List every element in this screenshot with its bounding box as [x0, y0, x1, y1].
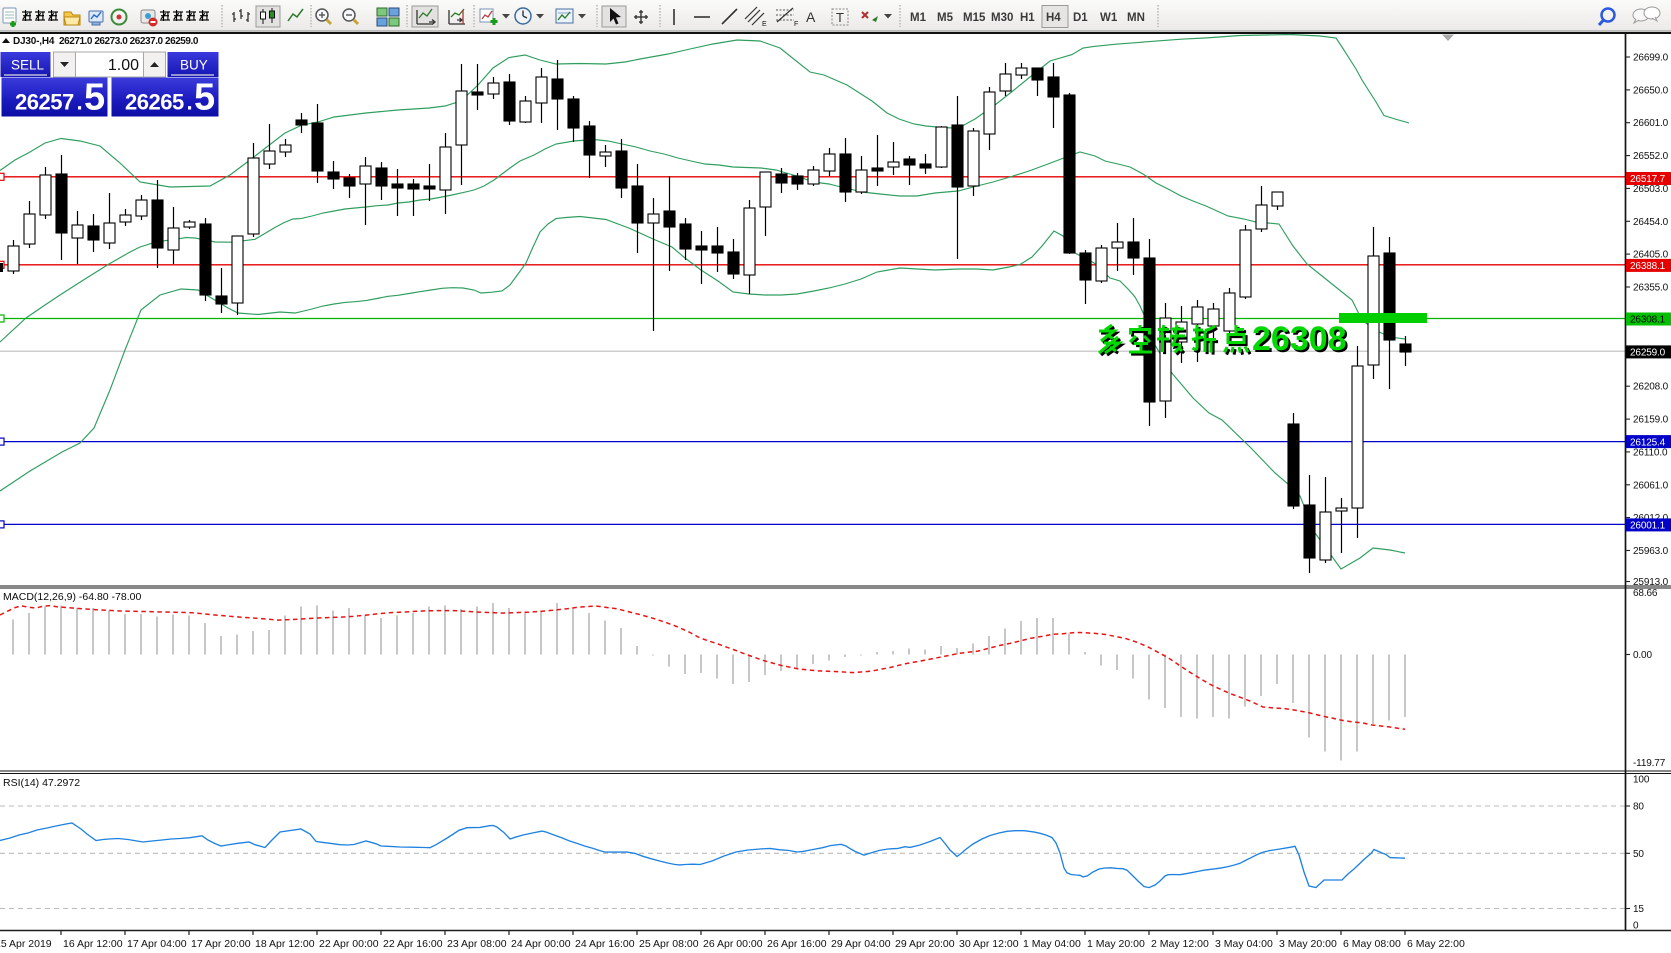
svg-text:1 May 04:00: 1 May 04:00 [1023, 938, 1081, 950]
svg-text:50: 50 [1633, 849, 1644, 860]
svg-text:100: 100 [1633, 775, 1650, 786]
svg-text:5: 5 [84, 77, 105, 119]
svg-text:RSI(14) 47.2972: RSI(14) 47.2972 [3, 777, 80, 789]
svg-text:26061.0: 26061.0 [1633, 480, 1669, 491]
svg-text:DJ30-,H4: DJ30-,H4 [13, 36, 55, 47]
svg-text:.: . [187, 90, 193, 115]
svg-text:26650.0: 26650.0 [1633, 85, 1669, 96]
svg-text:26 Apr 16:00: 26 Apr 16:00 [767, 938, 827, 950]
svg-text:5: 5 [194, 77, 215, 119]
svg-text:26271.0 26273.0 26237.0 26259.: 26271.0 26273.0 26237.0 26259.0 [59, 36, 199, 47]
svg-text:26159.0: 26159.0 [1633, 415, 1669, 426]
svg-text:15: 15 [1633, 904, 1644, 915]
svg-text:1 May 20:00: 1 May 20:00 [1087, 938, 1145, 950]
svg-text:17 Apr 20:00: 17 Apr 20:00 [191, 938, 251, 950]
svg-text:22 Apr 00:00: 22 Apr 00:00 [319, 938, 379, 950]
svg-text:MN: MN [1127, 12, 1145, 24]
svg-text:26454.0: 26454.0 [1633, 217, 1669, 228]
svg-text:26265: 26265 [125, 90, 184, 115]
svg-text:26308: 26308 [1254, 322, 1349, 360]
svg-text:23 Apr 08:00: 23 Apr 08:00 [447, 938, 507, 950]
svg-text:18 Apr 12:00: 18 Apr 12:00 [255, 938, 315, 950]
svg-text:M30: M30 [991, 12, 1013, 24]
svg-text:26552.0: 26552.0 [1633, 151, 1669, 162]
svg-text:M1: M1 [910, 12, 927, 24]
svg-text:15 Apr 2019: 15 Apr 2019 [0, 938, 52, 950]
svg-text:BUY: BUY [180, 58, 208, 73]
svg-text:26503.0: 26503.0 [1633, 184, 1669, 195]
svg-text:H1: H1 [1020, 12, 1035, 24]
svg-text:80: 80 [1633, 802, 1644, 813]
svg-text:A: A [806, 9, 816, 25]
svg-text:26308: 26308 [1252, 320, 1347, 358]
svg-text:3 May 20:00: 3 May 20:00 [1279, 938, 1337, 950]
svg-text:M5: M5 [937, 12, 954, 24]
svg-text:16 Apr 12:00: 16 Apr 12:00 [63, 938, 123, 950]
svg-text:SELL: SELL [11, 58, 45, 73]
svg-text:30 Apr 12:00: 30 Apr 12:00 [959, 938, 1019, 950]
svg-text:2 May 12:00: 2 May 12:00 [1151, 938, 1209, 950]
svg-text:26308.1: 26308.1 [1630, 315, 1666, 326]
svg-text:26208.0: 26208.0 [1633, 382, 1669, 393]
svg-text:26259.0: 26259.0 [1630, 348, 1666, 359]
svg-text:D1: D1 [1073, 12, 1088, 24]
svg-text:24 Apr 16:00: 24 Apr 16:00 [575, 938, 635, 950]
svg-text:26517.7: 26517.7 [1630, 174, 1666, 185]
svg-text:E: E [762, 21, 767, 28]
svg-text:26355.0: 26355.0 [1633, 283, 1669, 294]
svg-text:29 Apr 04:00: 29 Apr 04:00 [831, 938, 891, 950]
svg-text:26 Apr 00:00: 26 Apr 00:00 [703, 938, 763, 950]
svg-text:6 May 22:00: 6 May 22:00 [1407, 938, 1465, 950]
svg-text:24 Apr 00:00: 24 Apr 00:00 [511, 938, 571, 950]
svg-text:22 Apr 16:00: 22 Apr 16:00 [383, 938, 443, 950]
svg-text:17 Apr 04:00: 17 Apr 04:00 [127, 938, 187, 950]
svg-text:.: . [77, 90, 83, 115]
svg-text:26125.4: 26125.4 [1630, 437, 1666, 448]
svg-text:68.66: 68.66 [1633, 588, 1658, 599]
svg-text:26699.0: 26699.0 [1633, 53, 1669, 64]
svg-text:26257: 26257 [15, 90, 74, 115]
svg-text:29 Apr 20:00: 29 Apr 20:00 [895, 938, 955, 950]
svg-text:T: T [836, 10, 844, 25]
svg-text:-119.77: -119.77 [1633, 758, 1666, 769]
svg-text:25963.0: 25963.0 [1633, 546, 1669, 557]
svg-text:26601.0: 26601.0 [1633, 118, 1669, 129]
svg-text:1.00: 1.00 [108, 57, 139, 74]
svg-text:H4: H4 [1046, 12, 1061, 24]
svg-text:26405.0: 26405.0 [1633, 250, 1669, 261]
svg-text:26110.0: 26110.0 [1633, 447, 1668, 458]
svg-text:26001.1: 26001.1 [1630, 521, 1666, 532]
svg-text:W1: W1 [1100, 12, 1118, 24]
svg-text:M15: M15 [963, 12, 986, 24]
svg-text:3 May 04:00: 3 May 04:00 [1215, 938, 1273, 950]
svg-text:MACD(12,26,9) -64.80 -78.00: MACD(12,26,9) -64.80 -78.00 [3, 591, 141, 603]
svg-text:25913.0: 25913.0 [1633, 577, 1669, 588]
svg-text:0.00: 0.00 [1633, 650, 1652, 661]
svg-text:6 May 08:00: 6 May 08:00 [1343, 938, 1401, 950]
svg-text:26388.1: 26388.1 [1630, 261, 1666, 272]
svg-text:25 Apr 08:00: 25 Apr 08:00 [639, 938, 699, 950]
svg-text:0: 0 [1633, 921, 1639, 932]
svg-text:F: F [794, 21, 798, 28]
